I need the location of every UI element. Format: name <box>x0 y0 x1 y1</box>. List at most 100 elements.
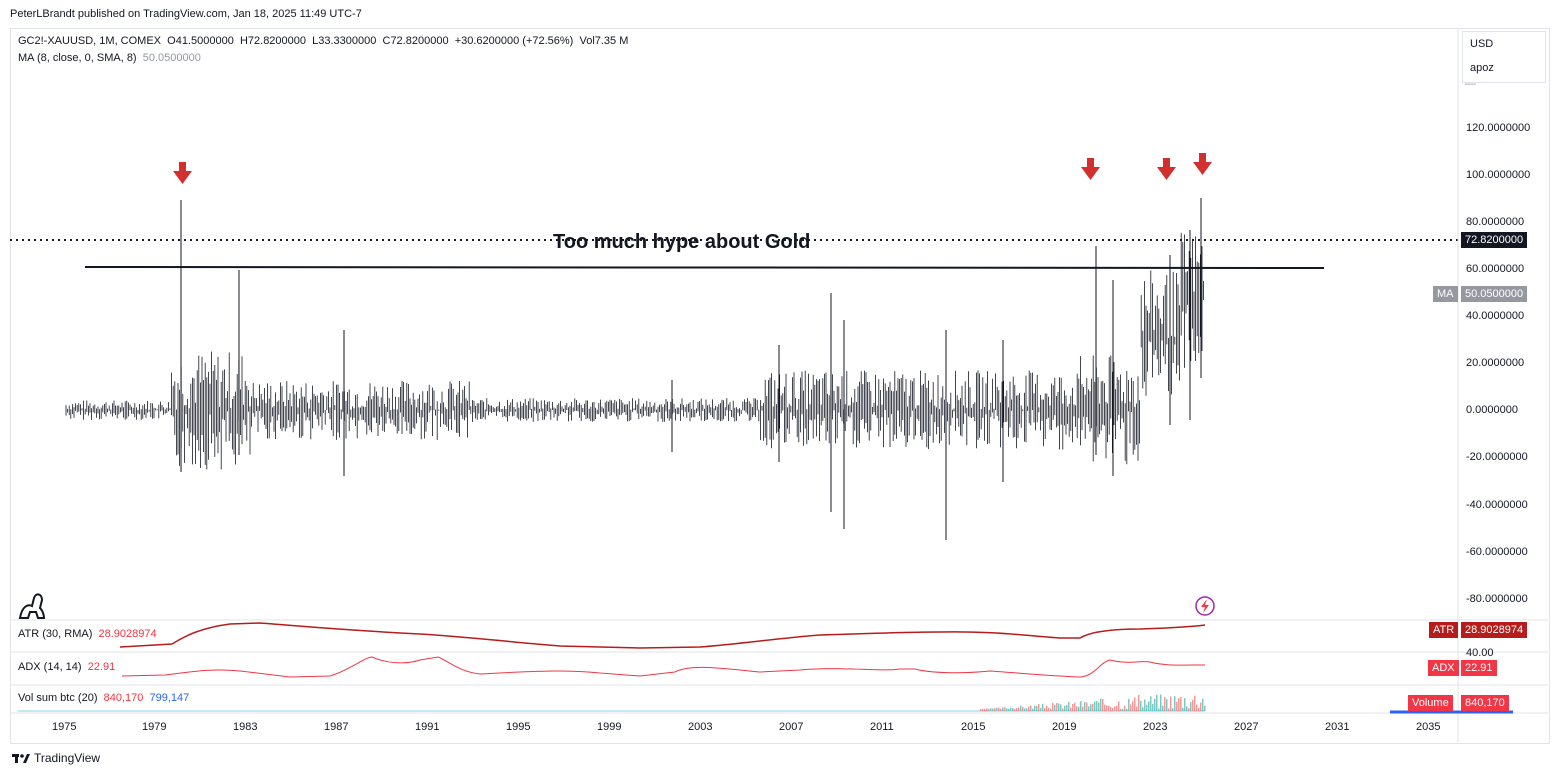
volume-bar <box>1076 706 1078 711</box>
last-price-tag: 72.8200000 <box>1461 232 1528 248</box>
close-value: C72.8200000 <box>382 35 449 47</box>
volume-bar <box>1088 706 1090 711</box>
volume-bar <box>1150 696 1152 711</box>
time-tick: 1983 <box>233 721 258 733</box>
volume-bar <box>1182 707 1184 711</box>
volume-bar <box>1080 701 1082 711</box>
price-tick: 20.0000000 <box>1466 357 1525 369</box>
volume-bar <box>1074 702 1076 711</box>
volume-bar <box>1090 704 1092 711</box>
volume-bar <box>1014 708 1016 711</box>
adx-label: ADX (14, 14) <box>18 661 82 673</box>
volume-bar <box>1194 695 1196 711</box>
down-arrow-icon[interactable] <box>173 162 192 184</box>
volume-bar <box>1142 707 1144 711</box>
ma-legend[interactable]: MA (8, close, 0, SMA, 8) 50.0500000 <box>18 52 201 64</box>
volume-bar <box>1016 707 1018 711</box>
lightning-icon[interactable] <box>1195 596 1215 616</box>
resistance-line[interactable] <box>84 266 1325 269</box>
price-tick: 60.0000000 <box>1466 263 1525 275</box>
volume-bar <box>1146 704 1148 711</box>
volume-bar <box>1200 702 1202 711</box>
volume-bar <box>1040 707 1042 711</box>
vol-label: Vol sum btc (20) <box>18 692 98 704</box>
volume-bar <box>986 708 988 711</box>
time-tick: 1987 <box>324 721 349 733</box>
volume-bar <box>1112 708 1114 711</box>
atr-tag-value: 28.9028974 <box>1461 622 1528 638</box>
vol-legend[interactable]: Vol sum btc (20) 840,170 799,147 <box>18 692 189 704</box>
atr-legend[interactable]: ATR (30, RMA) 28.9028974 <box>18 628 157 640</box>
volume-bar <box>1050 708 1052 711</box>
volume-bar <box>1000 708 1002 711</box>
price-tick: -80.0000000 <box>1466 593 1528 605</box>
volume-bar <box>1038 704 1040 711</box>
volume-bar <box>1118 701 1120 711</box>
adx-tag-value: 22.91 <box>1461 660 1497 676</box>
volume-bar <box>1130 704 1132 711</box>
time-tick: 1999 <box>597 721 622 733</box>
vol-value-1: 840,170 <box>103 692 144 704</box>
volume-bar <box>1180 697 1182 711</box>
volume-bar <box>1186 706 1188 711</box>
symbol-legend[interactable]: GC2!-XAUUSD, 1M, COMEX O41.5000000 H72.8… <box>18 35 628 47</box>
volume-bar <box>1134 697 1136 711</box>
volume-bar <box>1102 698 1104 711</box>
ma-label: MA (8, close, 0, SMA, 8) <box>18 52 137 64</box>
volume-bar <box>1064 705 1066 711</box>
price-tick: 0.0000000 <box>1466 404 1518 416</box>
volume-bar <box>992 708 994 711</box>
adx-legend[interactable]: ADX (14, 14) 22.91 <box>18 661 115 673</box>
volume-bar <box>1010 707 1012 711</box>
annotation-text[interactable]: Too much hype about Gold <box>553 231 811 253</box>
volume-bar <box>1068 701 1070 711</box>
time-tick: 1991 <box>415 721 440 733</box>
volume-bar <box>1020 705 1022 711</box>
volume-bar <box>1012 708 1014 711</box>
volume-bar <box>1022 706 1024 711</box>
volume-bar <box>1036 706 1038 711</box>
footer-brand[interactable]: TradingView <box>12 751 100 765</box>
volume-bar <box>1066 705 1068 711</box>
volume-bar <box>1072 704 1074 711</box>
volume-bar <box>990 708 992 711</box>
volume-bar <box>1054 704 1056 711</box>
volume-bars <box>980 694 1206 711</box>
down-arrow-icon[interactable] <box>1081 158 1100 180</box>
symbol-name: GC2!-XAUUSD, 1M, COMEX <box>18 35 162 47</box>
price-tick: 120.0000000 <box>1466 122 1531 134</box>
adx-tag-label: ADX <box>1428 660 1459 676</box>
volume-bar <box>1082 706 1084 711</box>
scale-settings-box[interactable]: USD apoz <box>1462 31 1546 83</box>
published-note: PeterLBrandt published on TradingView.co… <box>10 8 362 20</box>
time-tick: 2003 <box>688 721 713 733</box>
time-tick: 2031 <box>1325 721 1350 733</box>
volume-bar <box>1060 704 1062 711</box>
down-arrow-icon[interactable] <box>1193 153 1212 175</box>
volume-bar <box>1106 705 1108 711</box>
volume-bar <box>1190 702 1192 711</box>
volume-bar <box>1144 699 1146 711</box>
volume-bar <box>1192 699 1194 711</box>
time-tick: 2011 <box>870 721 894 733</box>
tradingview-logo-icon[interactable] <box>18 593 46 619</box>
high-value: H72.8200000 <box>239 35 307 47</box>
currency-label[interactable]: USD <box>1470 38 1494 50</box>
volume-bar <box>1052 702 1054 711</box>
volume-bar <box>1110 706 1112 711</box>
price-tick-partial: — <box>1465 78 1476 90</box>
volume-tag-value: 840,170 <box>1461 695 1509 711</box>
volume-bar <box>1114 706 1116 711</box>
price-bars <box>65 198 1204 540</box>
scale-mode-label[interactable]: apoz <box>1470 62 1494 74</box>
volume-bar <box>1162 705 1164 711</box>
price-tick: -20.0000000 <box>1466 451 1528 463</box>
volume-bar <box>1092 704 1094 711</box>
open-value: O41.5000000 <box>167 35 234 47</box>
volume-bar <box>1044 708 1046 711</box>
volume-bar <box>1128 698 1130 711</box>
price-tick: -60.0000000 <box>1466 546 1528 558</box>
volume-bar <box>1028 706 1030 711</box>
down-arrow-icon[interactable] <box>1157 158 1176 180</box>
